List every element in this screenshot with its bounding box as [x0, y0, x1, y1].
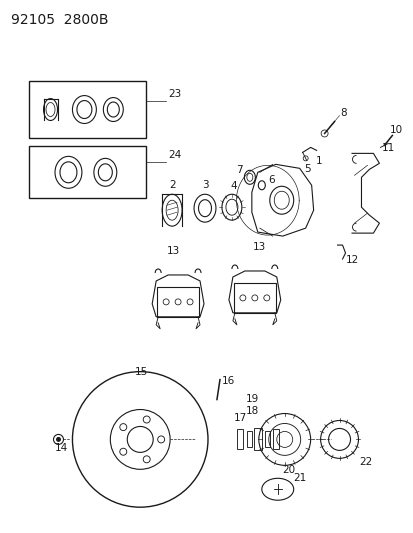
Text: 14: 14 — [55, 443, 68, 454]
Text: 13: 13 — [253, 242, 266, 252]
Text: 4: 4 — [230, 181, 237, 191]
Bar — [253, 429, 261, 450]
Bar — [28, 80, 146, 139]
Text: 2: 2 — [169, 180, 175, 190]
Text: 13: 13 — [166, 246, 179, 256]
Text: 20: 20 — [282, 465, 295, 475]
Text: 10: 10 — [389, 125, 401, 135]
Text: 23: 23 — [168, 88, 181, 99]
Text: 6: 6 — [267, 175, 274, 185]
Bar — [246, 431, 251, 447]
Text: 3: 3 — [201, 180, 208, 190]
Text: 1: 1 — [315, 156, 321, 166]
Bar — [236, 430, 242, 449]
Text: 16: 16 — [221, 376, 235, 385]
Text: 21: 21 — [293, 473, 306, 483]
Text: 22: 22 — [358, 457, 372, 467]
Text: 92105  2800B: 92105 2800B — [11, 13, 108, 27]
Text: 18: 18 — [245, 406, 259, 416]
Bar — [28, 147, 146, 198]
Text: 11: 11 — [380, 143, 394, 154]
Text: 15: 15 — [135, 367, 148, 377]
Text: 19: 19 — [245, 393, 259, 403]
Text: 12: 12 — [345, 255, 358, 265]
Bar — [272, 430, 278, 449]
Circle shape — [56, 437, 61, 442]
Bar — [264, 431, 269, 447]
Bar — [157, 287, 199, 317]
Text: 8: 8 — [340, 108, 347, 117]
Bar — [233, 283, 275, 313]
Text: 5: 5 — [304, 164, 311, 174]
Text: 17: 17 — [233, 414, 247, 424]
Text: 7: 7 — [235, 165, 242, 175]
Text: 24: 24 — [168, 150, 181, 160]
